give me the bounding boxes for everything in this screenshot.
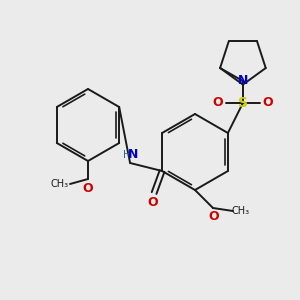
Text: O: O bbox=[83, 182, 93, 194]
Text: CH₃: CH₃ bbox=[232, 206, 250, 216]
Text: O: O bbox=[209, 211, 219, 224]
Text: N: N bbox=[128, 148, 138, 161]
Text: H: H bbox=[123, 150, 131, 160]
Text: N: N bbox=[238, 74, 248, 88]
Text: O: O bbox=[262, 97, 273, 110]
Text: O: O bbox=[148, 196, 158, 208]
Text: O: O bbox=[213, 97, 223, 110]
Text: CH₃: CH₃ bbox=[51, 179, 69, 189]
Text: S: S bbox=[238, 96, 248, 110]
